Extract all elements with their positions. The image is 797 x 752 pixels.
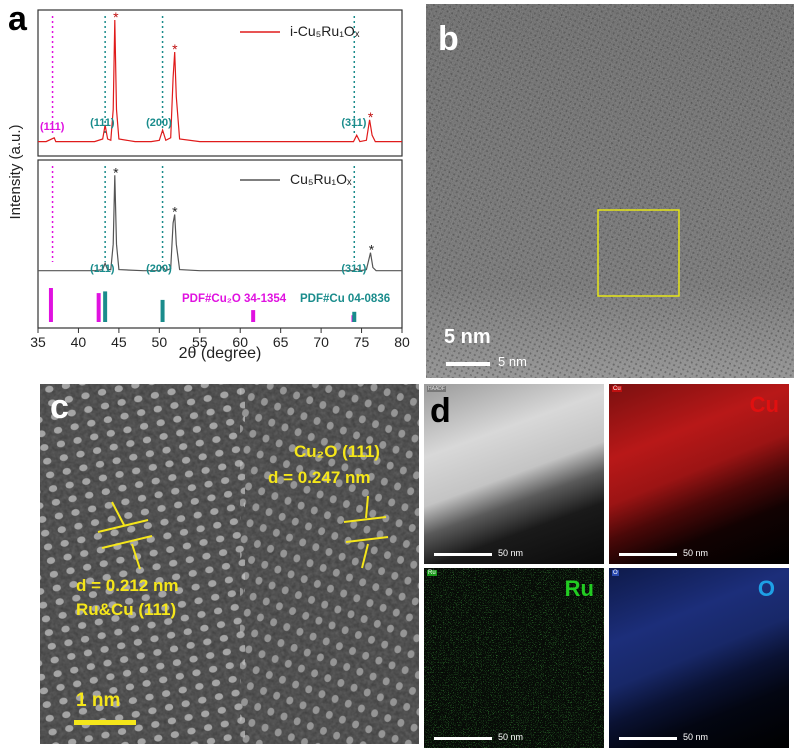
peak-annotation: (200) xyxy=(146,263,172,275)
eds-panel: HAADF 50 nm d Cu Cu 50 nm Ru Ru 50 nm O … xyxy=(424,384,794,748)
panel-d-letter: d xyxy=(430,392,451,430)
peak-marker: * xyxy=(172,204,178,220)
cu2o-label-line1: Cu₂O (111) xyxy=(294,442,380,461)
ru-scale-bar xyxy=(434,737,492,740)
x-tick-label: 80 xyxy=(394,334,410,350)
pdf-cu2o-label: PDF#Cu₂O 34-1354 xyxy=(182,293,287,305)
x-tick-label: 45 xyxy=(111,334,127,350)
pdf-cu-label: PDF#Cu 04-0836 xyxy=(300,293,390,305)
peak-annotation: (111) xyxy=(90,117,115,129)
peak-annotation: (200) xyxy=(146,117,172,129)
hrtem-panel: b 5 nm 5 nm xyxy=(426,4,794,378)
haadf-scale-bar xyxy=(434,553,492,556)
x-tick-label: 70 xyxy=(313,334,329,350)
cu-tag: Cu xyxy=(612,386,622,392)
x-tick-label: 35 xyxy=(30,334,46,350)
o-scale-bar xyxy=(619,737,677,740)
panel-a-letter: a xyxy=(8,0,27,38)
x-tick-label: 65 xyxy=(273,334,289,350)
scale-label-large: 5 nm xyxy=(444,326,491,348)
x-tick-label: 50 xyxy=(152,334,168,350)
series-line xyxy=(38,19,402,143)
bottom-plot-frame xyxy=(37,159,403,329)
o-element-label: O xyxy=(757,576,775,601)
reference-bar xyxy=(48,288,53,322)
panel-b-letter: b xyxy=(438,20,459,58)
x-tick-label: 75 xyxy=(354,334,370,350)
reference-bar xyxy=(160,299,165,322)
xrd-chart: * * * * * * (111) (111) (200) (311) (111) (200) (311… xyxy=(7,9,410,362)
haadf-map: HAADF 50 nm xyxy=(424,384,604,564)
o-map: O O 50 nm xyxy=(609,568,789,748)
top-plot-frame xyxy=(37,9,403,157)
hrtem-roi-box xyxy=(597,209,680,297)
hrtem-zoom-image xyxy=(40,384,419,744)
lattice-marker-right xyxy=(343,495,389,569)
cu-scale-bar xyxy=(619,553,677,556)
peak-annotation: (311) xyxy=(341,263,366,275)
xrd-panel: a * * * * * * (111) (111) (200) (311) (111) (200) (3… xyxy=(0,0,420,365)
reference-bar xyxy=(96,293,101,322)
reference-bar xyxy=(103,291,108,322)
reference-bar xyxy=(352,311,357,322)
ru-map: Ru Ru 50 nm xyxy=(424,568,604,748)
panel-c-letter: c xyxy=(50,388,69,426)
peak-marker: * xyxy=(369,242,375,258)
ru-label-line1: d = 0.212 nm xyxy=(76,576,179,595)
peak-annotation: (111) xyxy=(40,121,65,133)
ru-scale-label: 50 nm xyxy=(498,732,524,742)
cu-element-label: Cu xyxy=(749,392,779,417)
cu2o-label-line2: d = 0.247 nm xyxy=(268,468,371,487)
x-tick-label: 60 xyxy=(232,334,248,350)
legend-label: i-Cu₅Ru₁Oₓ xyxy=(290,23,360,39)
ru-element-label: Ru xyxy=(564,576,594,601)
x-tick-label: 55 xyxy=(192,334,208,350)
zoom-scale-bar xyxy=(74,720,136,725)
cu-scale-label: 50 nm xyxy=(683,548,709,558)
peak-marker: * xyxy=(113,164,119,180)
peak-marker: * xyxy=(172,41,178,57)
scale-bar xyxy=(446,362,490,366)
zoom-scale-label: 1 nm xyxy=(76,690,121,711)
lattice-marker-left xyxy=(97,501,153,570)
peak-marker: * xyxy=(113,9,119,25)
ru-label-line2: Ru&Cu (111) xyxy=(76,600,177,619)
peak-marker: * xyxy=(368,109,374,125)
peak-annotation: (111) xyxy=(90,263,115,275)
series-line xyxy=(38,175,402,272)
o-tag: O xyxy=(612,570,619,576)
x-tick-label: 40 xyxy=(71,334,87,350)
haadf-scale-label: 50 nm xyxy=(498,548,524,558)
o-scale-label: 50 nm xyxy=(683,732,709,742)
hrtem-image xyxy=(426,4,794,378)
legend-label: Cu₅Ru₁Oₓ xyxy=(290,171,352,187)
reference-bar xyxy=(251,310,256,322)
cu-map: Cu Cu 50 nm xyxy=(609,384,789,564)
x-axis-label: 2θ (degree) xyxy=(179,345,262,362)
ru-tag: Ru xyxy=(427,570,437,576)
haadf-tag: HAADF xyxy=(427,386,446,392)
scale-label-small: 5 nm xyxy=(498,354,527,369)
y-axis-label: Intensity (a.u.) xyxy=(7,124,24,219)
hrtem-zoom-panel: c Cu₂O (111) d = 0.247 nm d = 0.212 nm R… xyxy=(40,384,419,744)
peak-annotation: (311) xyxy=(341,117,366,129)
